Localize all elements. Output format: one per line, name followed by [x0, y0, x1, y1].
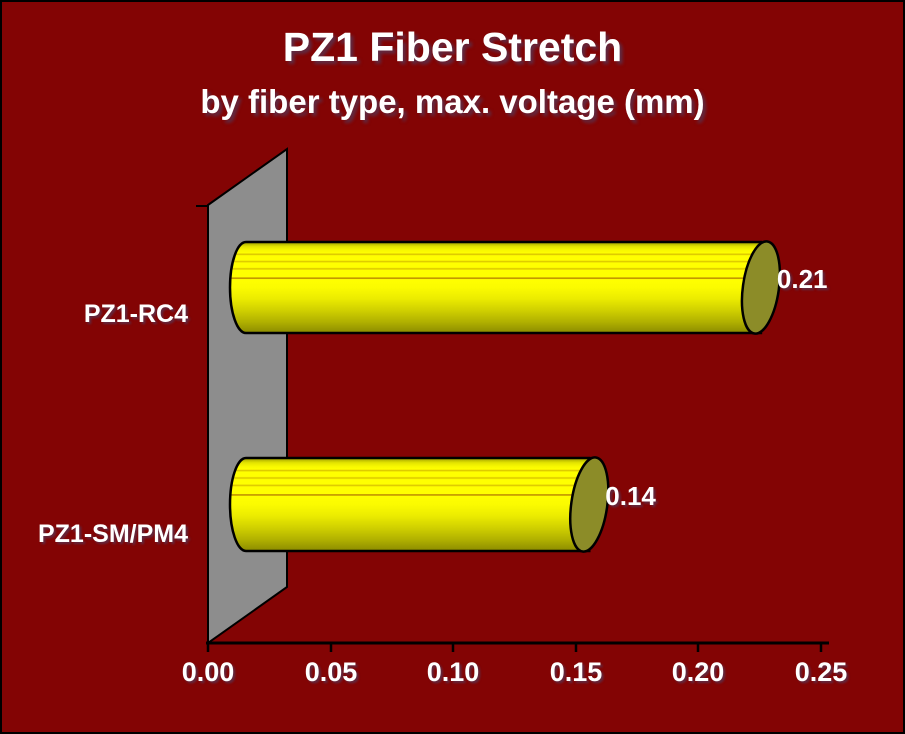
- bar-cap-1: [569, 456, 610, 553]
- x-tick-label-2: 0.10: [426, 657, 480, 687]
- x-tick-label-5: 0.25: [794, 657, 848, 687]
- x-axis-ticks: [206, 643, 823, 652]
- value-label-0: 0.21: [776, 263, 828, 294]
- value-label-1: 0.14: [605, 480, 656, 511]
- x-tick-label-4: 0.20: [671, 657, 725, 687]
- x-tick-label-3: 0.15: [549, 657, 603, 687]
- bar-body-0: [228, 240, 763, 335]
- bar-body-1: [228, 456, 591, 553]
- chart-subtitle: by fiber type, max. voltage (mm): [200, 83, 705, 120]
- category-label-pz1-rc4: PZ1-RC4: [83, 300, 188, 328]
- x-tick-label-0: 0.00: [181, 657, 235, 687]
- chart-title: PZ1 Fiber Stretch: [282, 24, 623, 70]
- axis-wall: [207, 147, 288, 645]
- x-tick-label-1: 0.05: [304, 657, 358, 687]
- bar-cap-0: [740, 240, 782, 335]
- bars: [228, 240, 782, 553]
- category-label-pz1-sm-pm4: PZ1-SM/PM4: [37, 520, 188, 548]
